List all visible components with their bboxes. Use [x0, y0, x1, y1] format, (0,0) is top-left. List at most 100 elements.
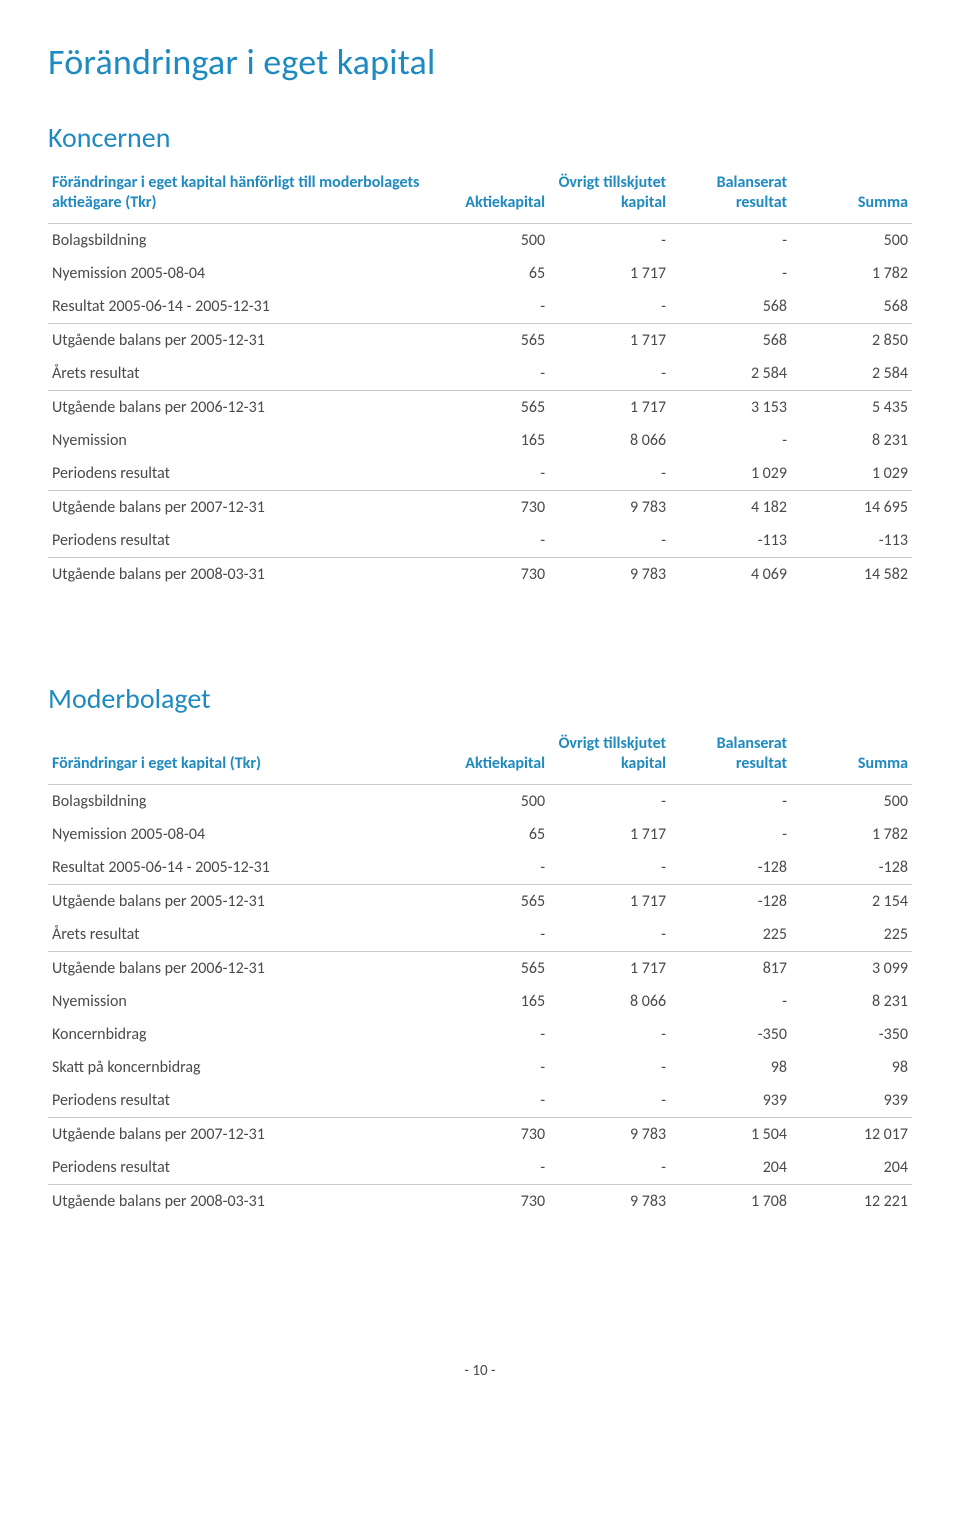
table-row: Nyemission 2005-08-04651 717-1 782	[48, 257, 912, 290]
cell: 3 153	[670, 391, 791, 425]
cell: 204	[670, 1151, 791, 1185]
table-row: Periodens resultat--204204	[48, 1151, 912, 1185]
cell: 4 069	[670, 558, 791, 592]
cell: -	[670, 424, 791, 457]
cell: 817	[670, 952, 791, 986]
row-label: Utgående balans per 2007-12-31	[48, 491, 428, 525]
col-header-label: Förändringar i eget kapital hänförligt t…	[48, 167, 428, 224]
cell: 730	[428, 1118, 549, 1152]
row-label: Koncernbidrag	[48, 1018, 428, 1051]
cell: -	[428, 457, 549, 491]
cell: 65	[428, 818, 549, 851]
cell: -	[428, 357, 549, 391]
table-body-moderbolaget: Bolagsbildning500--500Nyemission 2005-08…	[48, 785, 912, 1219]
cell: -	[549, 1018, 670, 1051]
cell: 14 695	[791, 491, 912, 525]
cell: 939	[670, 1084, 791, 1118]
row-label: Utgående balans per 2008-03-31	[48, 1185, 428, 1219]
table-koncernen: Förändringar i eget kapital hänförligt t…	[48, 167, 912, 591]
cell: 8 066	[549, 424, 670, 457]
cell: 1 717	[549, 818, 670, 851]
cell: -128	[670, 851, 791, 885]
cell: -	[428, 918, 549, 952]
cell: -128	[791, 851, 912, 885]
cell: -	[428, 1051, 549, 1084]
cell: -350	[791, 1018, 912, 1051]
table-row: Utgående balans per 2005-12-315651 717-1…	[48, 885, 912, 919]
row-label: Utgående balans per 2005-12-31	[48, 324, 428, 358]
col-header-ovrigt: Övrigt tillskjutetkapital	[549, 167, 670, 224]
col-header-aktiekapital: Aktiekapital	[428, 728, 549, 785]
section-title-moderbolaget: Moderbolaget	[48, 681, 912, 716]
table-row: Årets resultat--2 5842 584	[48, 357, 912, 391]
cell: 565	[428, 885, 549, 919]
cell: -	[428, 851, 549, 885]
row-label: Årets resultat	[48, 918, 428, 952]
cell: 165	[428, 424, 549, 457]
table-body-koncernen: Bolagsbildning500--500Nyemission 2005-08…	[48, 224, 912, 592]
cell: -	[549, 918, 670, 952]
cell: 2 584	[791, 357, 912, 391]
cell: -	[428, 524, 549, 558]
table-row: Utgående balans per 2008-03-317309 7831 …	[48, 1185, 912, 1219]
cell: 1 717	[549, 324, 670, 358]
row-label: Utgående balans per 2006-12-31	[48, 391, 428, 425]
row-label: Resultat 2005-06-14 - 2005-12-31	[48, 851, 428, 885]
table-row: Resultat 2005-06-14 - 2005-12-31---128-1…	[48, 851, 912, 885]
col-header-label: Förändringar i eget kapital (Tkr)	[48, 728, 428, 785]
row-label: Resultat 2005-06-14 - 2005-12-31	[48, 290, 428, 324]
table-head: Förändringar i eget kapital hänförligt t…	[48, 167, 912, 224]
cell: 225	[670, 918, 791, 952]
col-header-summa: Summa	[791, 728, 912, 785]
cell: 8 231	[791, 985, 912, 1018]
table-row: Periodens resultat---113-113	[48, 524, 912, 558]
cell: 939	[791, 1084, 912, 1118]
table-row: Utgående balans per 2007-12-317309 7831 …	[48, 1118, 912, 1152]
cell: 565	[428, 952, 549, 986]
row-label: Nyemission 2005-08-04	[48, 257, 428, 290]
cell: 14 582	[791, 558, 912, 592]
table-row: Resultat 2005-06-14 - 2005-12-31--568568	[48, 290, 912, 324]
cell: 165	[428, 985, 549, 1018]
col-header-ovrigt: Övrigt tillskjutetkapital	[549, 728, 670, 785]
cell: 12 017	[791, 1118, 912, 1152]
cell: -	[428, 1151, 549, 1185]
cell: 565	[428, 391, 549, 425]
cell: -113	[670, 524, 791, 558]
cell: 65	[428, 257, 549, 290]
cell: 1 717	[549, 952, 670, 986]
cell: 730	[428, 558, 549, 592]
cell: 1 717	[549, 257, 670, 290]
cell: -	[670, 257, 791, 290]
table-head: Förändringar i eget kapital (Tkr) Aktiek…	[48, 728, 912, 785]
row-label: Utgående balans per 2006-12-31	[48, 952, 428, 986]
cell: -	[549, 224, 670, 258]
cell: -	[670, 224, 791, 258]
cell: -	[428, 1084, 549, 1118]
cell: 8 231	[791, 424, 912, 457]
cell: 568	[670, 324, 791, 358]
cell: 5 435	[791, 391, 912, 425]
cell: 730	[428, 491, 549, 525]
page-title: Förändringar i eget kapital	[48, 40, 912, 84]
cell: -	[549, 1051, 670, 1084]
cell: -113	[791, 524, 912, 558]
cell: 565	[428, 324, 549, 358]
cell: -	[670, 985, 791, 1018]
col-header-summa: Summa	[791, 167, 912, 224]
cell: 9 783	[549, 1185, 670, 1219]
cell: -	[428, 290, 549, 324]
col-header-balanserat: Balanseratresultat	[670, 167, 791, 224]
cell: 225	[791, 918, 912, 952]
row-label: Bolagsbildning	[48, 785, 428, 819]
table-row: Utgående balans per 2005-12-315651 71756…	[48, 324, 912, 358]
row-label: Bolagsbildning	[48, 224, 428, 258]
cell: 1 782	[791, 818, 912, 851]
cell: 1 029	[791, 457, 912, 491]
cell: 730	[428, 1185, 549, 1219]
table-row: Årets resultat--225225	[48, 918, 912, 952]
cell: 1 717	[549, 885, 670, 919]
cell: 3 099	[791, 952, 912, 986]
cell: 12 221	[791, 1185, 912, 1219]
cell: -	[549, 290, 670, 324]
